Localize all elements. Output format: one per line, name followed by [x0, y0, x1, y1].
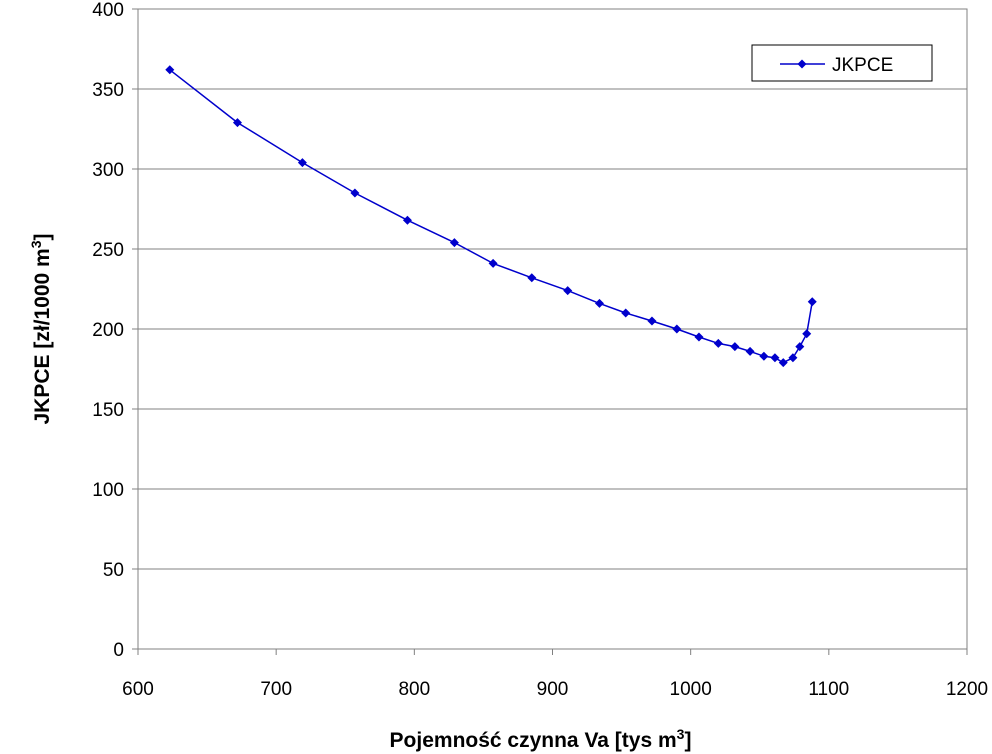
series-line	[169, 69, 813, 364]
y-tick-label: 350	[92, 80, 124, 101]
y-axis-title-superscript: 3	[28, 240, 44, 248]
data-point-marker	[672, 324, 682, 334]
y-tick-label: 0	[113, 640, 124, 661]
data-point-marker	[730, 342, 740, 352]
y-axis-title-tail: ]	[31, 233, 54, 240]
x-axis-title: Pojemność czynna Va [tys m3]	[390, 726, 692, 752]
data-point-marker	[297, 158, 307, 168]
y-axis-title: JKPCE [zł/1000 m3]	[28, 233, 54, 424]
data-point-marker	[802, 329, 812, 339]
data-point-marker	[488, 258, 498, 268]
data-point-marker	[713, 338, 723, 348]
y-axis-title-text: JKPCE [zł/1000 m	[31, 248, 54, 424]
data-point-marker	[788, 353, 798, 363]
data-point-marker	[745, 346, 755, 356]
x-axis-title-superscript: 3	[677, 726, 685, 742]
data-point-marker	[527, 273, 537, 283]
y-tick-label: 300	[92, 160, 124, 181]
legend: JKPCE	[751, 44, 933, 82]
x-axis-ticks: 600 700 800 900 1000 1100 1200	[122, 649, 988, 700]
data-point-marker	[778, 358, 788, 368]
y-tick-label: 100	[92, 480, 124, 501]
x-axis-title-tail: ]	[684, 729, 691, 752]
grid-lines	[138, 88, 967, 570]
series-group	[165, 65, 817, 368]
data-point-marker	[621, 308, 631, 318]
data-point-marker	[759, 351, 769, 361]
data-point-marker	[647, 316, 657, 326]
y-axis-ticks: 0 50 100 150 200 250 300 350 400	[92, 0, 138, 661]
y-tick-label: 50	[103, 560, 124, 581]
x-tick-label: 600	[122, 679, 154, 700]
y-tick-label: 400	[92, 0, 124, 21]
data-point-marker	[795, 342, 805, 352]
data-point-marker	[350, 188, 360, 198]
data-point-marker	[563, 286, 573, 296]
data-point-marker	[770, 353, 780, 363]
y-tick-label: 250	[92, 240, 124, 261]
legend-label: JKPCE	[832, 55, 893, 76]
x-tick-label: 700	[260, 679, 292, 700]
data-point-marker	[232, 118, 242, 128]
x-axis-title-text: Pojemność czynna Va [tys m	[390, 729, 677, 752]
x-tick-label: 1200	[946, 679, 988, 700]
data-point-marker	[165, 65, 175, 75]
x-tick-label: 1100	[808, 679, 849, 700]
legend-marker	[797, 59, 807, 69]
x-tick-label: 900	[537, 679, 569, 700]
x-tick-label: 800	[398, 679, 430, 700]
y-tick-label: 200	[92, 320, 124, 341]
data-point-marker	[449, 238, 459, 248]
legend-box	[751, 44, 933, 82]
data-point-marker	[694, 332, 704, 342]
data-point-marker	[807, 297, 817, 307]
data-point-marker	[594, 298, 604, 308]
data-point-marker	[402, 215, 412, 225]
y-tick-label: 150	[92, 400, 124, 421]
x-tick-label: 1000	[670, 679, 712, 700]
